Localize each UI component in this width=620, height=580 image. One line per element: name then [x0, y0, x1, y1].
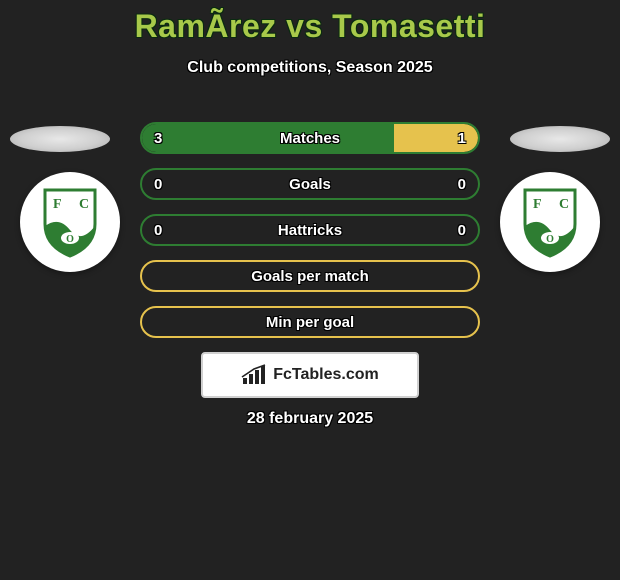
stat-label: Hattricks: [142, 216, 478, 244]
svg-text:O: O: [66, 234, 74, 245]
club-crest-icon: F C O: [39, 186, 101, 258]
stat-value-right: 1: [458, 124, 466, 152]
stat-bar: Min per goal: [140, 306, 480, 338]
svg-text:C: C: [79, 197, 89, 212]
club-crest-icon: F C O: [519, 186, 581, 258]
attribution-badge: FcTables.com: [201, 352, 419, 398]
comparison-bars: Matches31Goals00Hattricks00Goals per mat…: [140, 122, 480, 352]
stat-value-right: 0: [458, 216, 466, 244]
player-photo-placeholder-left: [10, 126, 110, 152]
team-badge-left: F C O: [20, 172, 120, 272]
date-label: 28 february 2025: [0, 410, 620, 428]
stat-bar: Goals0 0: [140, 168, 480, 200]
player-photo-placeholder-right: [510, 126, 610, 152]
stat-label: Min per goal: [142, 308, 478, 336]
page-title: RamÃ­rez vs Tomasetti: [0, 0, 620, 45]
stat-value-left: 3: [154, 124, 162, 152]
stat-label: Goals per match: [142, 262, 478, 290]
bar-chart-icon: [241, 364, 267, 386]
stat-label: Matches: [142, 124, 478, 152]
stat-value-right: 0: [458, 170, 466, 198]
stat-value-left: 0: [154, 216, 162, 244]
attribution-text: FcTables.com: [273, 366, 379, 384]
svg-text:F: F: [53, 197, 62, 212]
svg-text:F: F: [533, 197, 542, 212]
stat-value-left: 0: [154, 170, 162, 198]
team-badge-right: F C O: [500, 172, 600, 272]
stat-bar: Matches3 1: [140, 122, 480, 154]
stat-bar: Goals per match: [140, 260, 480, 292]
stat-bar: Hattricks0 0: [140, 214, 480, 246]
svg-text:O: O: [546, 234, 554, 245]
page-subtitle: Club competitions, Season 2025: [0, 59, 620, 77]
svg-text:C: C: [559, 197, 569, 212]
stat-label: Goals: [142, 170, 478, 198]
